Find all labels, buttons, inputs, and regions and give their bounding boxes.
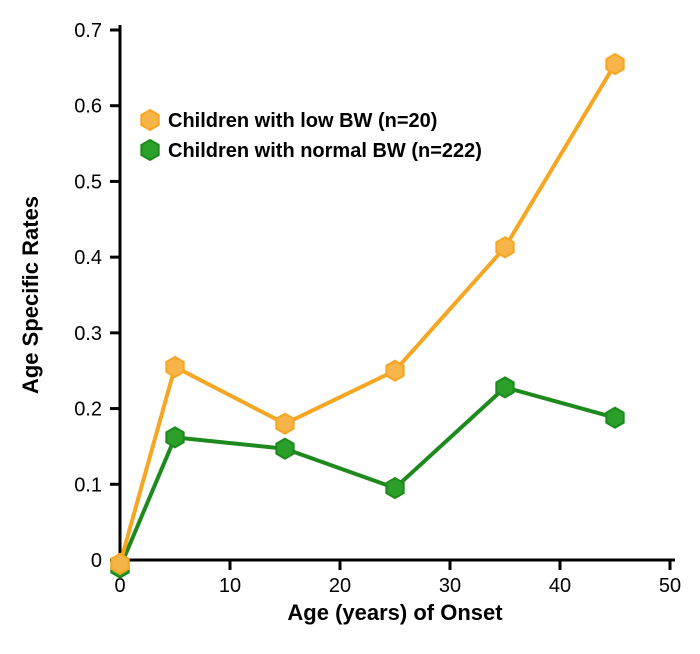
series-marker-low: [606, 54, 623, 74]
y-tick-label: 0.2: [74, 399, 102, 421]
series-marker-low: [386, 361, 403, 381]
y-tick-label: 0.4: [74, 247, 102, 269]
series-marker-low: [496, 237, 513, 257]
legend-label-low: Children with low BW (n=20): [168, 110, 437, 132]
series-marker-low: [111, 554, 128, 574]
x-tick-label: 30: [439, 575, 461, 597]
series-marker-normal: [606, 408, 623, 428]
y-tick-label: 0.5: [74, 171, 102, 193]
series-marker-low: [276, 414, 293, 434]
series-marker-low: [166, 357, 183, 377]
x-tick-label: 50: [659, 575, 681, 597]
y-tick-label: 0: [91, 550, 102, 572]
legend-marker-normal: [141, 140, 158, 160]
y-axis-label: Age Specific Rates: [18, 196, 43, 394]
x-tick-label: 20: [329, 575, 351, 597]
x-tick-label: 10: [219, 575, 241, 597]
series-marker-normal: [386, 478, 403, 498]
x-tick-label: 40: [549, 575, 571, 597]
series-marker-normal: [496, 377, 513, 397]
chart-container: 0102030405000.10.20.30.40.50.60.7Age (ye…: [0, 0, 700, 654]
x-axis-label: Age (years) of Onset: [287, 600, 503, 625]
y-tick-label: 0.3: [74, 323, 102, 345]
series-marker-normal: [166, 427, 183, 447]
series-marker-normal: [276, 439, 293, 459]
legend-marker-low: [141, 110, 158, 130]
line-chart: 0102030405000.10.20.30.40.50.60.7Age (ye…: [0, 0, 700, 654]
y-tick-label: 0.7: [74, 20, 102, 42]
legend-label-normal: Children with normal BW (n=222): [168, 140, 482, 162]
y-tick-label: 0.1: [74, 474, 102, 496]
y-tick-label: 0.6: [74, 96, 102, 118]
